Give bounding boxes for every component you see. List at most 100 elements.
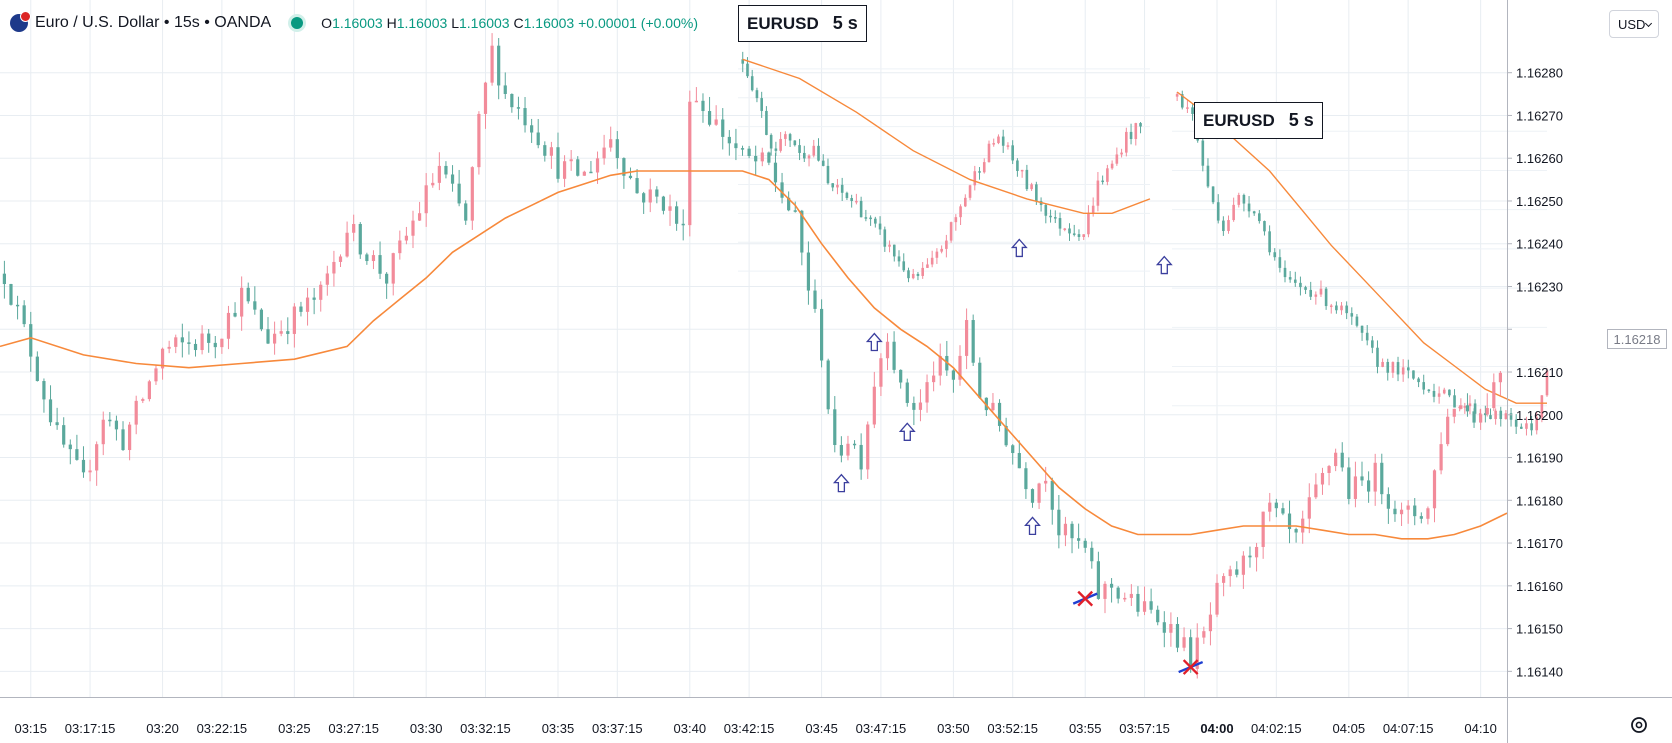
candle-down	[765, 110, 768, 135]
candle-up	[404, 235, 409, 241]
candle-up	[1129, 593, 1133, 598]
candle-up	[1468, 403, 1472, 407]
candle-up	[1327, 466, 1331, 473]
candle-up	[973, 171, 977, 186]
candle-down	[1274, 502, 1278, 509]
candle-down	[1386, 494, 1390, 509]
candle-up	[220, 338, 224, 348]
candle-up	[1227, 220, 1230, 232]
candle-down	[1365, 332, 1369, 341]
symbol-title[interactable]: Euro / U.S. Dollar • 15s • OANDA	[35, 14, 272, 31]
candle-up	[911, 273, 915, 279]
candle-up	[1106, 168, 1109, 182]
candle-down	[193, 343, 198, 351]
candle-down	[1520, 426, 1523, 429]
candle-down	[675, 206, 679, 224]
candle-down	[1293, 279, 1297, 283]
candle-up	[1020, 169, 1024, 172]
candle-up	[987, 143, 991, 163]
moving-average-series	[0, 170, 1508, 540]
candle-up	[424, 185, 428, 214]
candle-down	[266, 329, 270, 344]
candle-up	[595, 158, 600, 173]
candle-down	[1258, 213, 1261, 222]
candle-down	[635, 178, 639, 194]
candle-down	[576, 159, 580, 176]
candle-up	[1063, 228, 1067, 230]
time-tick-label: 03:32:15	[460, 721, 511, 736]
candle-down	[971, 320, 975, 363]
candle-down	[813, 290, 817, 309]
cross-marker-icon	[1072, 590, 1098, 607]
candle-up	[1268, 502, 1272, 512]
candle-down	[787, 197, 791, 211]
candle-up	[1123, 597, 1127, 600]
candle-down	[516, 107, 521, 109]
candle-down	[978, 171, 981, 173]
candle-down	[233, 312, 237, 317]
gear-icon[interactable]	[1626, 712, 1652, 738]
candle-up	[668, 206, 672, 211]
candle-down	[1242, 194, 1246, 204]
candle-down	[1453, 395, 1456, 408]
candle-down	[1017, 453, 1021, 469]
candle-down	[978, 362, 982, 398]
candle-down	[1011, 445, 1015, 454]
candle-down	[1235, 569, 1239, 575]
candle-up	[292, 306, 296, 334]
candle-down	[1109, 583, 1114, 588]
candle-down	[655, 189, 659, 197]
candle-down	[750, 76, 754, 91]
candle-down	[802, 152, 806, 159]
candle-down	[1413, 505, 1417, 517]
candle-down	[2, 273, 6, 285]
currency-selector[interactable]: USD	[1609, 10, 1659, 38]
candle-up	[1037, 483, 1041, 503]
price-tick-label: 1.16170	[1516, 536, 1563, 551]
candle-up	[1208, 614, 1213, 632]
candlestick-series	[2, 33, 1503, 679]
candle-down	[821, 160, 825, 166]
candle-down	[1422, 382, 1426, 390]
candle-up	[954, 217, 958, 223]
candle-up	[1353, 476, 1358, 499]
candle-down	[1514, 419, 1518, 427]
candle-up	[1504, 413, 1508, 420]
candle-up	[95, 444, 99, 471]
candle-up	[319, 284, 323, 300]
price-tick-label: 1.16190	[1516, 451, 1563, 466]
time-tick-label: 03:47:15	[856, 721, 907, 736]
candle-up	[648, 189, 652, 203]
buy-arrow-icon	[865, 332, 883, 352]
candle-down	[530, 125, 534, 133]
candle-down	[1191, 107, 1194, 114]
candle-down	[897, 256, 901, 262]
candle-down	[780, 182, 784, 198]
candle-down	[800, 210, 804, 253]
candle-down	[312, 297, 316, 300]
candle-down	[1360, 325, 1364, 333]
time-tick-label: 04:07:15	[1383, 721, 1434, 736]
candle-down	[536, 132, 540, 146]
overlay-moving-average-line	[1176, 91, 1547, 404]
candle-up	[1115, 154, 1119, 164]
candle-up	[128, 424, 132, 451]
candle-down	[1001, 136, 1005, 146]
candle-up	[1110, 163, 1114, 169]
candle-down	[859, 444, 863, 470]
candle-down	[213, 342, 217, 348]
buy-arrow-icon	[1024, 516, 1041, 536]
candle-up	[1446, 416, 1450, 445]
candle-up	[174, 337, 178, 347]
cross-stroke	[1182, 659, 1199, 675]
price-tick-label: 1.16210	[1516, 365, 1563, 380]
candle-down	[1448, 389, 1451, 396]
candle-up	[417, 213, 422, 221]
candle-up	[807, 155, 811, 159]
candle-down	[892, 341, 896, 370]
candle-down	[1156, 609, 1160, 623]
candle-down	[1294, 529, 1298, 533]
candle-down	[253, 301, 257, 310]
candle-down	[1139, 123, 1142, 127]
